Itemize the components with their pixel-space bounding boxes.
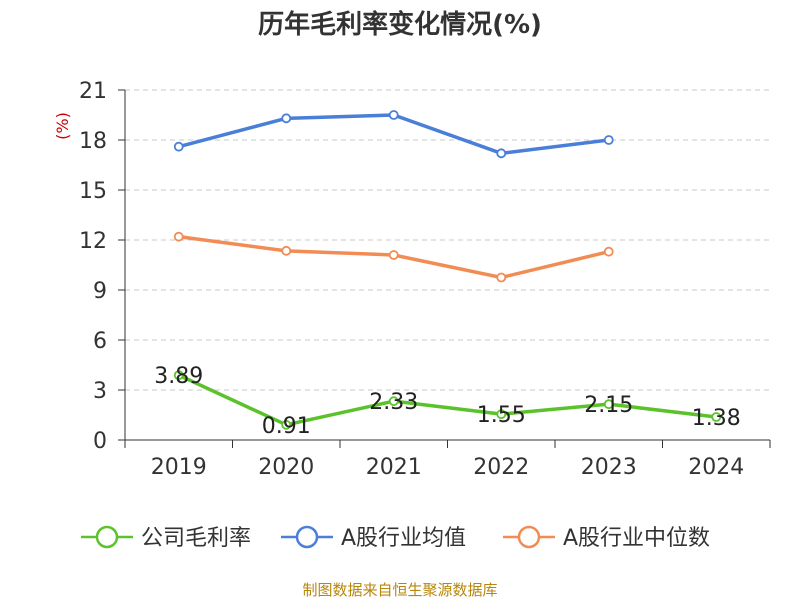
- y-tick-label: 18: [79, 129, 107, 154]
- data-point: [281, 419, 292, 430]
- data-point: [173, 141, 184, 152]
- data-label: 2.33: [369, 390, 418, 415]
- data-label: 1.38: [692, 406, 741, 431]
- series-2: [173, 231, 614, 283]
- data-point: [388, 250, 399, 260]
- y-tick-label: 21: [79, 79, 107, 104]
- data-point: [603, 246, 614, 257]
- x-tick-label: 2020: [258, 455, 314, 480]
- data-label: 1.55: [477, 403, 526, 428]
- legend-label: A股行业中位数: [563, 526, 710, 551]
- legend-label: A股行业均值: [341, 526, 466, 551]
- source-note: 制图数据来自恒生聚源数据库: [302, 581, 497, 599]
- data-point: [281, 113, 292, 124]
- data-point: [173, 370, 184, 381]
- y-axis-unit: (%): [53, 112, 72, 140]
- y-tick-label: 15: [79, 179, 107, 204]
- data-point: [603, 399, 614, 410]
- series-1: [173, 110, 614, 159]
- legend-marker: [95, 525, 119, 549]
- data-label: 0.91: [262, 414, 311, 439]
- series-0: 3.89 0.91 2.33 1.55 2.15 1.38: [154, 364, 740, 439]
- data-point: [496, 148, 507, 159]
- x-tick-label: 2019: [151, 455, 207, 480]
- x-tick-label: 2021: [366, 455, 422, 480]
- y-tick-label: 6: [93, 329, 107, 354]
- data-point: [603, 135, 614, 145]
- y-tick-label: 0: [93, 429, 107, 454]
- legend: 公司毛利率 A股行业均值 A股行业中位数: [81, 525, 710, 551]
- x-tick-label: 2023: [581, 455, 637, 480]
- data-point: [496, 409, 507, 420]
- x-tick-label: 2022: [473, 455, 529, 480]
- data-label: 3.89: [154, 364, 203, 389]
- y-tick-label: 9: [93, 279, 107, 304]
- data-label: 2.15: [584, 393, 633, 418]
- data-point: [388, 396, 399, 407]
- data-point: [496, 272, 507, 283]
- legend-item-2: A股行业中位数: [503, 525, 710, 551]
- data-point: [388, 110, 399, 120]
- x-tick-label: 2024: [688, 455, 744, 480]
- data-point: [281, 245, 292, 256]
- legend-label: 公司毛利率: [141, 526, 251, 551]
- series-line: [178, 373, 717, 427]
- y-tick-label: 3: [93, 379, 107, 404]
- series-group: 3.89 0.91 2.33 1.55 2.15 1.38: [154, 110, 741, 439]
- legend-marker: [517, 525, 541, 549]
- x-axis: 2019 2020 2021 2022 2023 2024: [124, 439, 771, 480]
- y-tick-label: 12: [79, 229, 107, 254]
- legend-item-1: A股行业均值: [281, 525, 466, 551]
- legend-item-0: 公司毛利率: [81, 525, 251, 551]
- chart-title: 历年毛利率变化情况(%): [258, 9, 542, 40]
- legend-marker: [295, 525, 319, 549]
- data-point: [173, 231, 184, 242]
- data-point: [711, 412, 722, 422]
- series-line: [178, 113, 609, 156]
- y-axis: 0 3 6 9 12 15 18 21: [79, 79, 126, 454]
